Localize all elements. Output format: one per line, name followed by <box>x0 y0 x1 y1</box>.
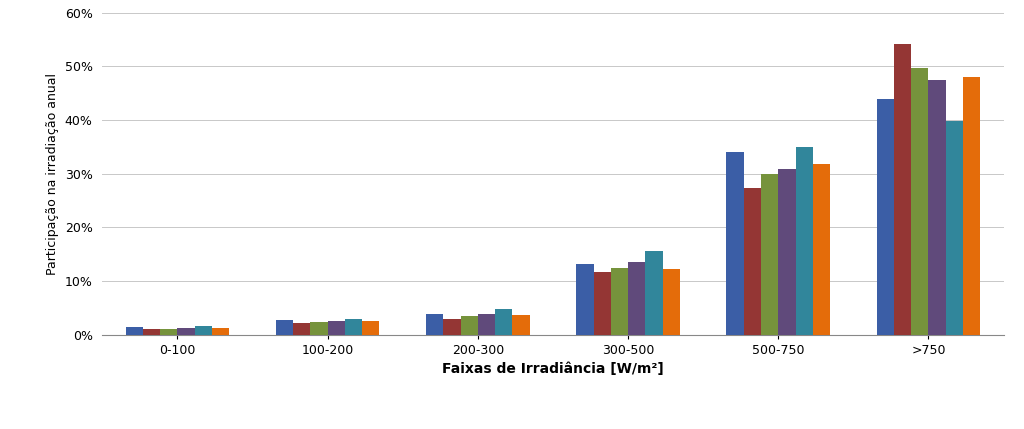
Bar <box>310 322 328 335</box>
Bar <box>963 77 980 335</box>
Bar <box>143 329 160 335</box>
Bar <box>126 327 143 335</box>
Bar <box>743 188 761 335</box>
Bar <box>195 326 212 335</box>
Bar <box>796 147 813 335</box>
Bar <box>877 99 894 335</box>
Bar <box>512 315 529 335</box>
Bar <box>911 68 929 335</box>
Bar <box>894 44 911 335</box>
Bar <box>345 318 362 335</box>
Bar <box>726 152 743 335</box>
Bar <box>496 309 512 335</box>
Bar <box>761 174 778 335</box>
Bar <box>813 164 830 335</box>
Bar <box>663 269 680 335</box>
Bar <box>328 321 345 335</box>
Bar <box>160 329 177 335</box>
Bar <box>594 272 610 335</box>
Bar <box>275 320 293 335</box>
Bar <box>426 314 443 335</box>
Bar <box>293 323 310 335</box>
Bar <box>645 251 663 335</box>
Bar <box>212 328 229 335</box>
Bar <box>461 316 478 335</box>
Bar <box>946 121 963 335</box>
Bar <box>778 169 796 335</box>
X-axis label: Faixas de Irradiância [W/m²]: Faixas de Irradiância [W/m²] <box>442 362 664 376</box>
Bar <box>628 262 645 335</box>
Bar <box>610 268 628 335</box>
Bar <box>362 321 380 335</box>
Bar <box>929 81 946 335</box>
Bar <box>443 318 461 335</box>
Bar <box>478 314 496 335</box>
Y-axis label: Participação na irradiação anual: Participação na irradiação anual <box>46 73 59 275</box>
Bar <box>577 264 594 335</box>
Bar <box>177 328 195 335</box>
